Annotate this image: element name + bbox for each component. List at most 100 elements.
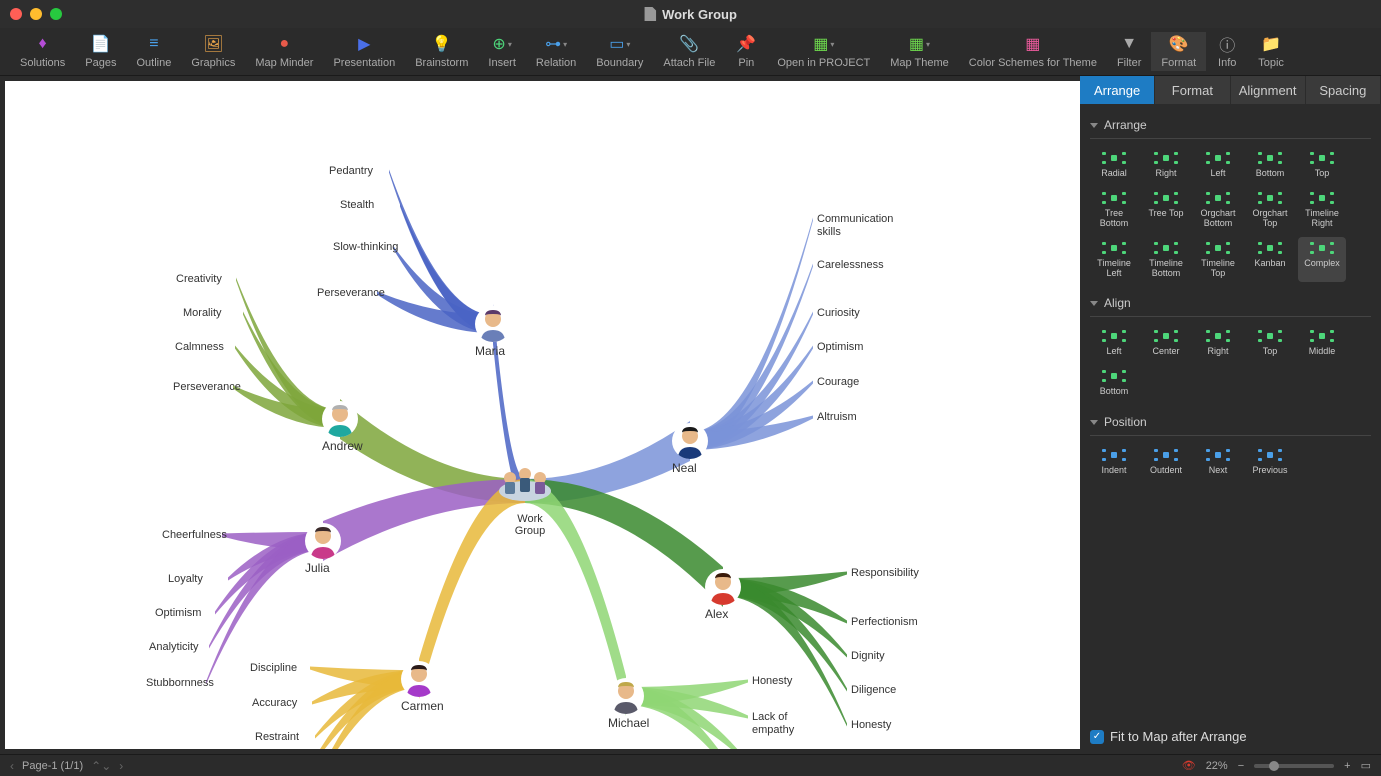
bottom-option[interactable]: Bottom [1246,147,1294,183]
trait-label[interactable]: Pedantry [329,165,373,178]
al-option[interactable]: Left [1090,325,1138,361]
trait-label[interactable]: Perseverance [173,381,241,394]
fit-button[interactable]: ▭ [1361,759,1371,772]
align-section-header[interactable]: Align [1090,290,1371,317]
trait-label[interactable]: Curiosity [817,307,860,320]
tlleft-option[interactable]: Timeline Left [1090,237,1138,283]
person-avatar-michael[interactable] [608,678,644,714]
trait-label[interactable]: Analyticity [149,641,199,654]
trait-label[interactable]: Honesty [752,675,792,688]
zoom-in-button[interactable]: + [1344,760,1350,772]
at-option[interactable]: Top [1246,325,1294,361]
person-avatar-carmen[interactable] [401,661,437,697]
trait-label[interactable]: Discipline [250,662,297,675]
colorschemes-button[interactable]: ▦Color Schemes for Theme [959,32,1107,71]
info-button[interactable]: ⓘInfo [1206,32,1248,71]
previous-option[interactable]: Previous [1246,444,1294,480]
pin-button[interactable]: 📌Pin [725,32,767,71]
complex-option[interactable]: Complex [1298,237,1346,283]
orgtop-option[interactable]: Orgchart Top [1246,187,1294,233]
trait-label[interactable]: Honesty [851,719,891,732]
person-avatar-maria[interactable] [475,306,511,342]
trait-label[interactable]: Lack of empathy [752,711,832,737]
zoom-slider[interactable] [1254,764,1334,768]
brainstorm-button[interactable]: 💡Brainstorm [405,32,478,71]
tab-spacing[interactable]: Spacing [1306,76,1381,104]
treetop-option[interactable]: Tree Top [1142,187,1190,233]
mindmap-canvas[interactable]: Pedantry Stealth Slow-thinking Perseverance… [5,81,1080,749]
relation-button[interactable]: ⊶▾Relation [526,32,586,71]
fit-to-map-checkbox[interactable]: ✓ [1090,730,1104,744]
trait-label[interactable]: Calmness [175,341,224,354]
tab-alignment[interactable]: Alignment [1231,76,1306,104]
trait-label[interactable]: Perfectionism [851,616,918,629]
person-avatar-neal[interactable] [672,423,708,459]
person-avatar-alex[interactable] [705,569,741,605]
person-avatar-andrew[interactable] [322,401,358,437]
tlright-option[interactable]: Timeline Right [1298,187,1346,233]
ab-option[interactable]: Bottom [1090,365,1138,401]
top-option[interactable]: Top [1298,147,1346,183]
eye-icon[interactable]: 👁 [1182,759,1196,772]
mapminder-button[interactable]: ●Map Minder [245,32,323,71]
person-avatar-julia[interactable] [305,523,341,559]
topic-button[interactable]: 📁Topic [1248,32,1294,71]
trait-label[interactable]: Restraint [255,731,299,744]
treebottom-option[interactable]: Tree Bottom [1090,187,1138,233]
maximize-window-button[interactable] [50,8,62,20]
prev-page-button[interactable]: ‹ [10,759,14,773]
maptheme-button[interactable]: ▦▾Map Theme [880,32,959,71]
tab-arrange[interactable]: Arrange [1080,76,1155,104]
page-stepper[interactable]: ⌃⌄ [91,759,111,773]
presentation-button[interactable]: ▶Presentation [323,32,405,71]
zoom-out-button[interactable]: − [1238,760,1244,772]
tab-format[interactable]: Format [1155,76,1230,104]
trait-label[interactable]: Perseverance [317,287,385,300]
trait-label[interactable]: Accuracy [252,697,297,710]
orgbottom-option[interactable]: Orgchart Bottom [1194,187,1242,233]
trait-label[interactable]: Communication skills [817,213,897,239]
next-option[interactable]: Next [1194,444,1242,480]
boundary-button[interactable]: ▭▾Boundary [586,32,653,71]
outdent-option[interactable]: Outdent [1142,444,1190,480]
trait-label[interactable]: Optimism [817,341,863,354]
trait-label[interactable]: Loyalty [168,573,203,586]
attach-button[interactable]: 📎Attach File [653,32,725,71]
page-indicator[interactable]: Page-1 (1/1) [22,760,83,772]
position-section-header[interactable]: Position [1090,409,1371,436]
right-option[interactable]: Right [1142,147,1190,183]
am-option[interactable]: Middle [1298,325,1346,361]
arrange-section-header[interactable]: Arrange [1090,112,1371,139]
trait-label[interactable]: Diligence [851,684,896,697]
trait-label[interactable]: Responsibility [851,567,919,580]
center-node[interactable] [495,456,555,506]
trait-label[interactable]: Morality [183,307,222,320]
next-page-button[interactable]: › [119,759,123,773]
tltop-option[interactable]: Timeline Top [1194,237,1242,283]
trait-label[interactable]: Carelessness [817,259,884,272]
solutions-button[interactable]: ♦Solutions [10,32,75,71]
kanban-option[interactable]: Kanban [1246,237,1294,283]
outline-button[interactable]: ≡Outline [126,32,181,71]
trait-label[interactable]: Stealth [340,199,374,212]
trait-label[interactable]: Creativity [176,273,222,286]
trait-label[interactable]: Optimism [155,607,201,620]
close-window-button[interactable] [10,8,22,20]
ac-option[interactable]: Center [1142,325,1190,361]
trait-label[interactable]: Slow-thinking [333,241,398,254]
radial-option[interactable]: Radial [1090,147,1138,183]
format-button[interactable]: 🎨Format [1151,32,1206,71]
minimize-window-button[interactable] [30,8,42,20]
graphics-button[interactable]: 🖼Graphics [181,32,245,71]
trait-label[interactable]: Courage [817,376,859,389]
filter-button[interactable]: ▼Filter [1107,32,1151,71]
left-option[interactable]: Left [1194,147,1242,183]
indent-option[interactable]: Indent [1090,444,1138,480]
tlbottom-option[interactable]: Timeline Bottom [1142,237,1190,283]
pages-button[interactable]: 📄Pages [75,32,126,71]
trait-label[interactable]: Stubbornness [146,677,214,690]
trait-label[interactable]: Altruism [817,411,857,424]
openproject-button[interactable]: ▦▾Open in PROJECT [767,32,880,71]
trait-label[interactable]: Cheerfulness [162,529,227,542]
ar-option[interactable]: Right [1194,325,1242,361]
